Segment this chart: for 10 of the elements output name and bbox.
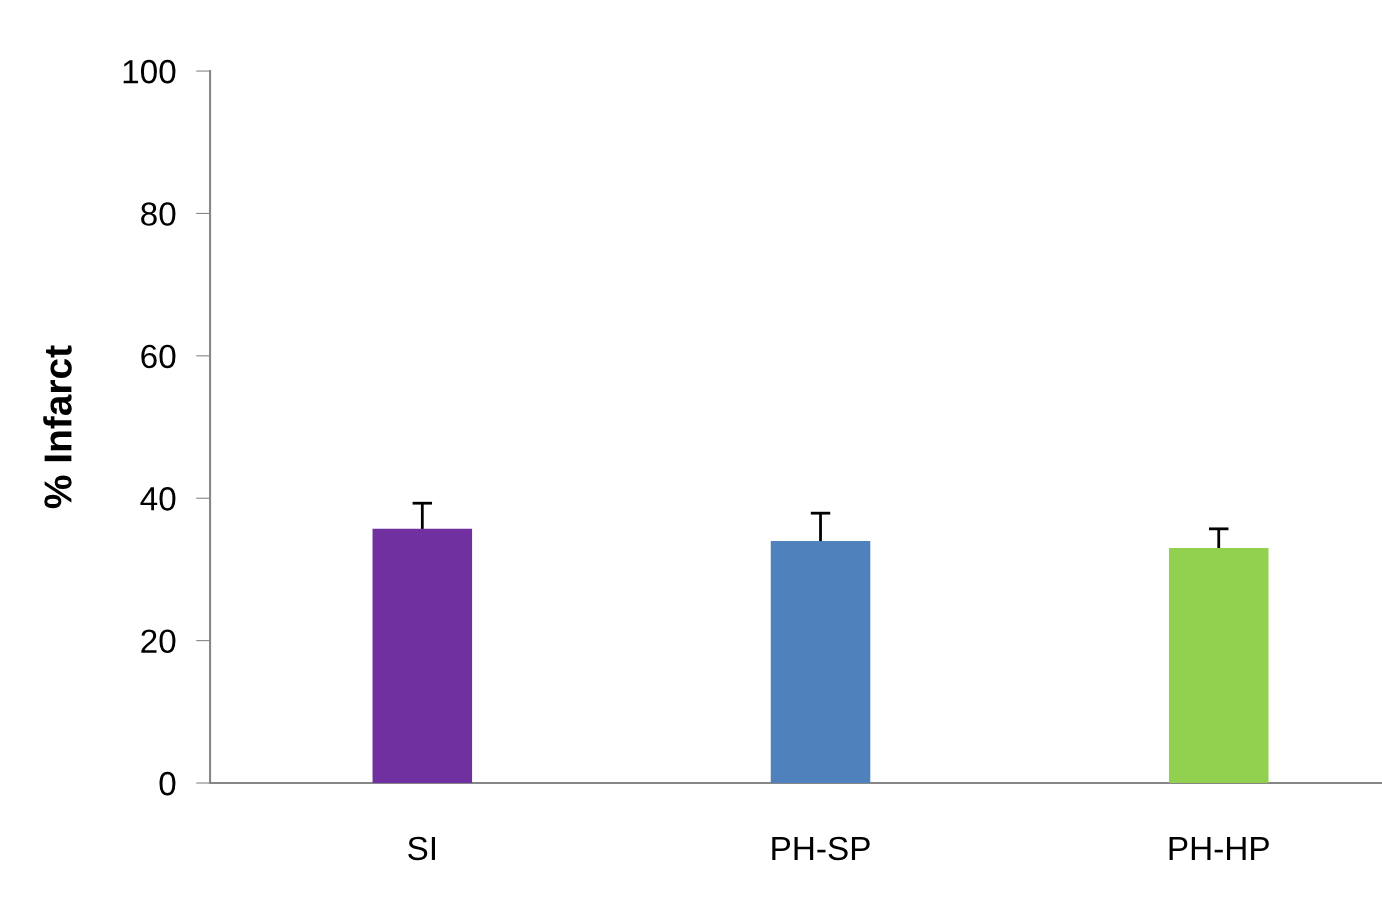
- y-tick-label: 40: [140, 487, 176, 511]
- x-tick-label: PH-SP: [772, 836, 870, 861]
- y-tick-label: 80: [141, 202, 176, 226]
- y-tick-label: 20: [141, 629, 176, 654]
- y-axis-title: % Infarct: [43, 345, 72, 509]
- y-tick-label: 100: [123, 59, 176, 84]
- y-tick-label: 60: [141, 344, 176, 369]
- x-tick-label: SI: [408, 836, 435, 861]
- x-tick-label: PH-HP: [1169, 837, 1269, 860]
- y-tick-label: 0: [159, 771, 176, 796]
